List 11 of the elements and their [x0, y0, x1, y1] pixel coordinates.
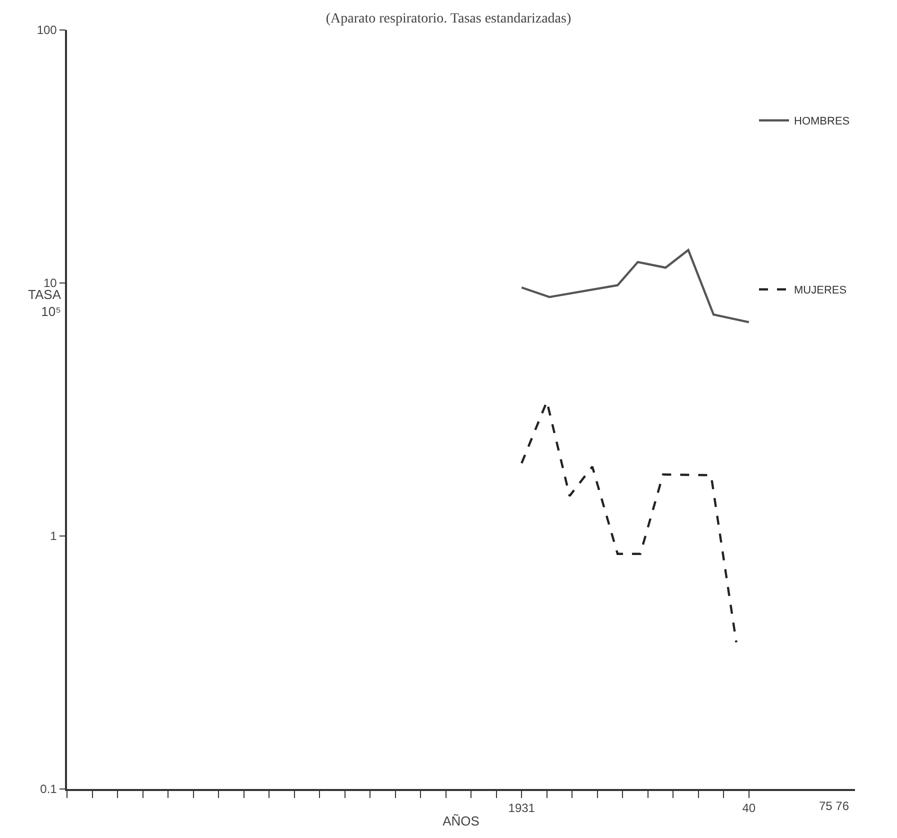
x-tick-label: 40: [742, 801, 756, 816]
y-tick-label: 0.1: [40, 782, 58, 796]
x-axis-title: AÑOS: [442, 813, 480, 828]
legend-label: HOMBRES: [794, 116, 850, 128]
y-tick-label: 100: [36, 23, 58, 38]
legend-label: MUJERES: [794, 284, 847, 297]
line-series: [520, 248, 750, 324]
y-tick-label: 1: [50, 529, 58, 544]
x-tick-label: 1931: [508, 801, 536, 816]
text: 75 76: [819, 799, 850, 813]
chart-title: (Aparato respiratorio. Tasas estandarizadas): [326, 11, 572, 26]
